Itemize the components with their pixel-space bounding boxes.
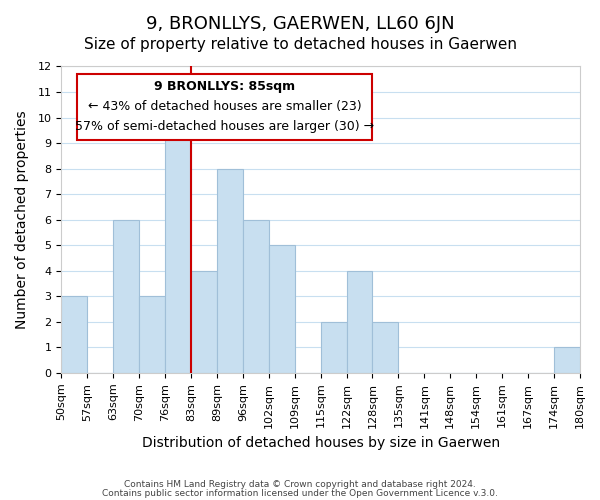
Text: Contains public sector information licensed under the Open Government Licence v.: Contains public sector information licen…: [102, 489, 498, 498]
Bar: [554, 348, 580, 373]
Bar: [347, 271, 373, 373]
Text: 57% of semi-detached houses are larger (30) →: 57% of semi-detached houses are larger (…: [75, 120, 374, 133]
Text: Size of property relative to detached houses in Gaerwen: Size of property relative to detached ho…: [83, 38, 517, 52]
Text: ← 43% of detached houses are smaller (23): ← 43% of detached houses are smaller (23…: [88, 100, 361, 113]
Bar: [191, 271, 217, 373]
Bar: [139, 296, 165, 373]
X-axis label: Distribution of detached houses by size in Gaerwen: Distribution of detached houses by size …: [142, 436, 500, 450]
Bar: [373, 322, 398, 373]
Text: Contains HM Land Registry data © Crown copyright and database right 2024.: Contains HM Land Registry data © Crown c…: [124, 480, 476, 489]
FancyBboxPatch shape: [77, 74, 373, 140]
Y-axis label: Number of detached properties: Number of detached properties: [15, 110, 29, 329]
Bar: [243, 220, 269, 373]
Text: 9 BRONLLYS: 85sqm: 9 BRONLLYS: 85sqm: [154, 80, 295, 92]
Bar: [320, 322, 347, 373]
Text: 9, BRONLLYS, GAERWEN, LL60 6JN: 9, BRONLLYS, GAERWEN, LL60 6JN: [146, 15, 454, 33]
Bar: [269, 246, 295, 373]
Bar: [217, 168, 243, 373]
Bar: [61, 296, 87, 373]
Bar: [113, 220, 139, 373]
Bar: [165, 118, 191, 373]
